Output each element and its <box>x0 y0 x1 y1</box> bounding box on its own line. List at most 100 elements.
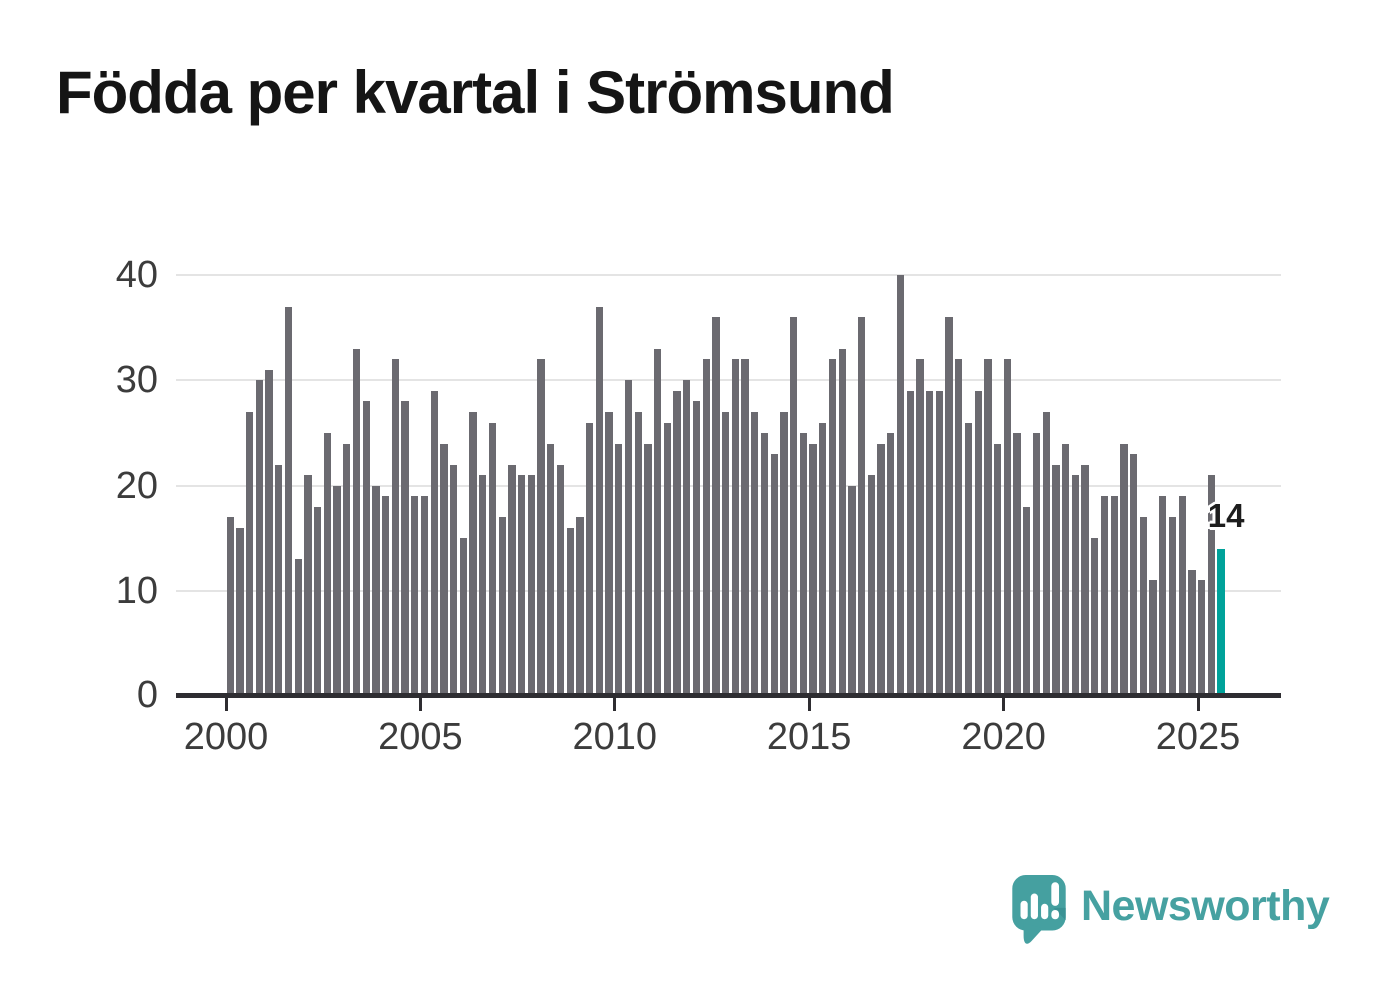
x-axis-tick-label: 2010 <box>572 716 658 758</box>
bar <box>1062 443 1070 696</box>
bar <box>236 527 244 696</box>
bar <box>1178 496 1186 696</box>
bar <box>352 348 361 696</box>
bar <box>712 317 720 696</box>
bar <box>469 412 477 696</box>
bar <box>722 412 730 696</box>
bar <box>615 443 623 696</box>
bar <box>333 485 341 696</box>
x-axis-tick <box>1002 698 1006 711</box>
bar <box>935 390 944 696</box>
bar <box>566 527 574 696</box>
bar <box>517 475 526 696</box>
x-axis-tick-label: 2025 <box>1155 716 1241 758</box>
bar <box>556 464 565 696</box>
bar <box>673 390 681 696</box>
bar <box>323 433 332 696</box>
y-axis-tick-label: 0 <box>136 674 158 716</box>
bar <box>945 317 953 696</box>
bar <box>449 464 458 696</box>
bar <box>401 401 409 696</box>
y-axis-tick-label: 10 <box>115 569 158 612</box>
x-axis-tick <box>807 698 811 711</box>
bar <box>790 317 798 696</box>
bar <box>760 433 769 696</box>
bar <box>479 475 487 696</box>
bar <box>1110 496 1118 696</box>
bar <box>780 412 788 696</box>
bar <box>265 369 273 696</box>
bar <box>304 475 312 696</box>
logo-wordmark: Newsworthy <box>1081 882 1330 930</box>
bar <box>751 412 759 696</box>
bar <box>1023 506 1031 696</box>
bar <box>527 475 536 696</box>
bar <box>1071 475 1080 696</box>
x-axis-tick <box>1196 698 1200 711</box>
bar <box>537 359 545 696</box>
bar <box>488 422 497 696</box>
bar <box>702 359 710 696</box>
bar <box>848 485 856 696</box>
bar <box>974 390 982 696</box>
bar <box>896 275 905 696</box>
x-axis-tick-label: 2005 <box>378 716 463 758</box>
bar <box>663 422 672 696</box>
bar <box>294 559 302 696</box>
bar <box>1207 475 1216 696</box>
bar <box>994 443 1002 696</box>
bar <box>1120 443 1128 696</box>
bar <box>440 443 448 696</box>
bar <box>1198 580 1206 696</box>
x-axis-tick <box>224 698 228 711</box>
bar <box>819 422 827 696</box>
bar <box>508 464 516 696</box>
bar <box>576 517 584 696</box>
bar <box>964 422 973 696</box>
x-axis-tick-label: 2015 <box>766 716 852 758</box>
bar <box>770 454 778 696</box>
bar <box>226 517 234 696</box>
bar <box>1091 538 1099 696</box>
bar <box>343 443 351 696</box>
bar <box>595 306 604 696</box>
x-axis-tick-label: 2000 <box>183 716 269 758</box>
bar <box>391 359 400 696</box>
y-axis-tick-label: 20 <box>115 464 158 507</box>
bar <box>624 380 633 696</box>
bar <box>255 380 263 696</box>
bar <box>692 401 701 696</box>
gridline-y-40 <box>176 274 1281 277</box>
bar <box>284 306 293 696</box>
bar <box>1100 496 1109 696</box>
chart-title: Födda per kvartal i Strömsund <box>56 59 895 126</box>
y-axis-tick-label: 40 <box>115 254 158 297</box>
bar <box>1139 517 1148 696</box>
y-axis-tick-label: 30 <box>115 359 158 402</box>
bar <box>1168 517 1177 696</box>
highlight-value-label: 14 <box>1207 497 1245 534</box>
bar <box>1003 359 1012 696</box>
bar <box>741 359 749 696</box>
bar <box>420 496 429 696</box>
bar <box>654 348 662 696</box>
bar <box>809 443 817 696</box>
bar <box>1130 454 1138 696</box>
bar <box>1052 464 1060 696</box>
x-axis-tick <box>418 698 422 711</box>
bar <box>1159 496 1167 696</box>
bar <box>867 475 876 696</box>
bar <box>498 517 506 696</box>
bar <box>245 412 254 696</box>
bar <box>887 433 895 696</box>
bar <box>877 443 885 696</box>
bar <box>430 390 438 696</box>
bar <box>372 485 380 696</box>
bar <box>1149 580 1157 696</box>
bar <box>634 412 642 696</box>
bar <box>1188 569 1196 696</box>
bar <box>411 496 419 696</box>
bar <box>362 401 370 696</box>
speech-bubble-chart-icon <box>1012 875 1066 944</box>
